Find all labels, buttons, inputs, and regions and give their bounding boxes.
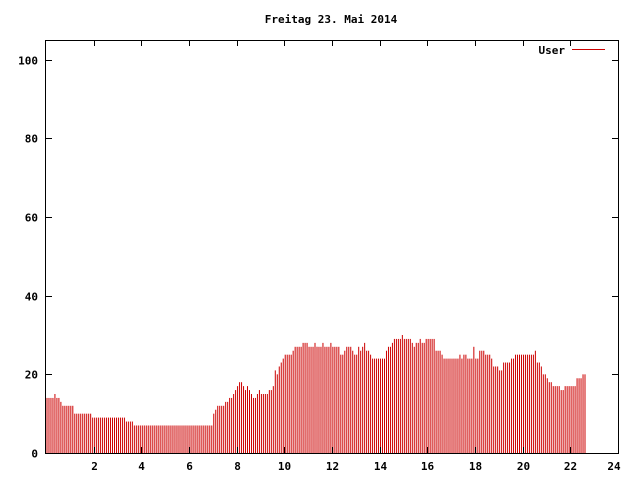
legend-label-user: User: [539, 44, 566, 57]
y-tick-label: 40: [25, 291, 38, 304]
legend: User: [539, 44, 605, 57]
y-tick-label: 100: [18, 55, 38, 68]
y-tick-label: 80: [25, 133, 38, 146]
y-tick-label: 20: [25, 369, 38, 382]
x-tick-label: 16: [421, 460, 435, 473]
plot-frame: [45, 40, 619, 454]
x-tick-label: 4: [138, 460, 145, 473]
x-tick-label: 2: [91, 460, 98, 473]
y-tick-label: 60: [25, 212, 38, 225]
y-tick-label: 0: [31, 448, 38, 461]
x-tick-label: 14: [374, 460, 388, 473]
x-tick-label: 22: [564, 460, 577, 473]
x-tick-label: 6: [186, 460, 193, 473]
chart-title: Freitag 23. Mai 2014: [265, 13, 398, 26]
x-tick-label: 18: [469, 460, 482, 473]
x-tick-label: 24: [607, 460, 621, 473]
x-tick-label: 12: [326, 460, 339, 473]
x-tick-label: 20: [517, 460, 530, 473]
x-tick-label: 8: [234, 460, 241, 473]
bars-group: [46, 335, 586, 453]
x-tick-label: 10: [278, 460, 291, 473]
